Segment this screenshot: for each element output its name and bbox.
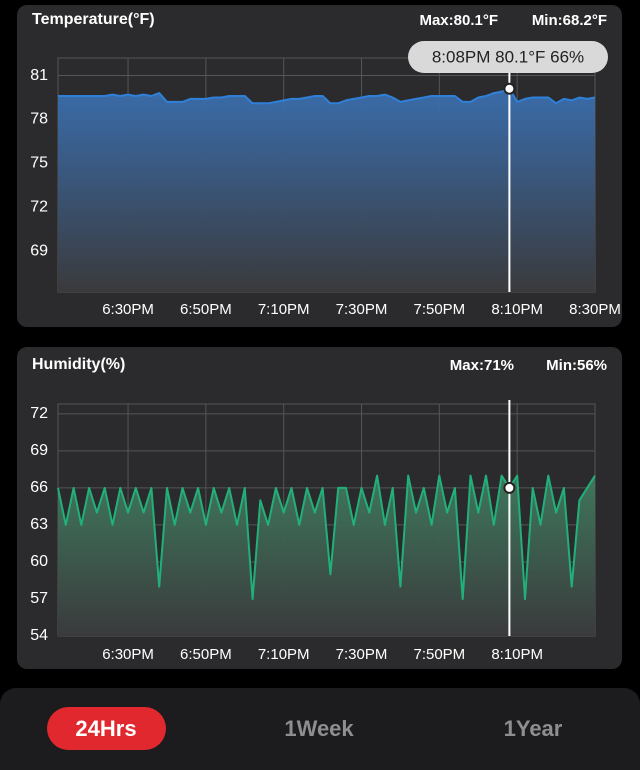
area — [58, 88, 595, 292]
chart: Humidity(%) Max:71% Min:56% 54 57 60 63 66 69 72 6… — [30, 356, 607, 663]
x-tick-label: 7:10PM — [258, 646, 310, 663]
x-tick-label: 8:10PM — [491, 301, 543, 318]
chart-title: Temperature(°F) — [32, 11, 155, 28]
cursor-dot — [503, 82, 516, 95]
y-tick-label: 81 — [30, 67, 48, 84]
max-label: Max:80.1°F — [419, 12, 498, 29]
tab[interactable]: 1Year — [504, 716, 563, 741]
y-tick-label: 54 — [30, 627, 48, 644]
x-tick-label: 7:50PM — [413, 646, 465, 663]
x-tick-label: 7:50PM — [413, 301, 465, 318]
y-tick-label: 60 — [30, 553, 48, 570]
chart-title: Humidity(%) — [32, 356, 125, 373]
x-tick-label: 6:30PM — [102, 646, 154, 663]
y-tick-label: 69 — [30, 442, 48, 459]
x-tick-label: 8:10PM — [491, 646, 543, 663]
x-tick-label: 7:30PM — [336, 301, 388, 318]
x-tick-label: 7:10PM — [258, 301, 310, 318]
y-tick-label: 57 — [30, 590, 48, 607]
y-tick-label: 72 — [30, 198, 48, 215]
tooltip-text: 8:08PM 80.1°F 66% — [432, 47, 584, 66]
x-tick-label: 6:50PM — [180, 646, 232, 663]
cursor-dot — [503, 481, 516, 494]
y-tick-label: 66 — [30, 479, 48, 496]
min-label: Min:56% — [546, 357, 607, 374]
tab[interactable]: 24Hrs — [75, 716, 136, 741]
y-tick-label: 72 — [30, 405, 48, 422]
x-tick-label: 7:30PM — [336, 646, 388, 663]
x-tick-label: 6:30PM — [102, 301, 154, 318]
tab[interactable]: 1Week — [284, 716, 354, 741]
tooltip — [408, 41, 608, 73]
y-tick-label: 63 — [30, 516, 48, 533]
tab-bar — [0, 688, 640, 770]
tab-active-bg — [47, 707, 166, 750]
chart: Temperature(°F) Max:80.1°F Min:68.2°F 69 72 7… — [30, 11, 621, 318]
y-tick-label: 69 — [30, 242, 48, 259]
y-tick-label: 75 — [30, 155, 48, 172]
min-label: Min:68.2°F — [532, 12, 607, 29]
x-tick-label: 6:50PM — [180, 301, 232, 318]
area — [58, 475, 595, 636]
line — [57, 474, 596, 600]
x-tick-label: 8:30PM — [569, 301, 621, 318]
max-label: Max:71% — [450, 357, 514, 374]
y-tick-label: 78 — [30, 111, 48, 128]
